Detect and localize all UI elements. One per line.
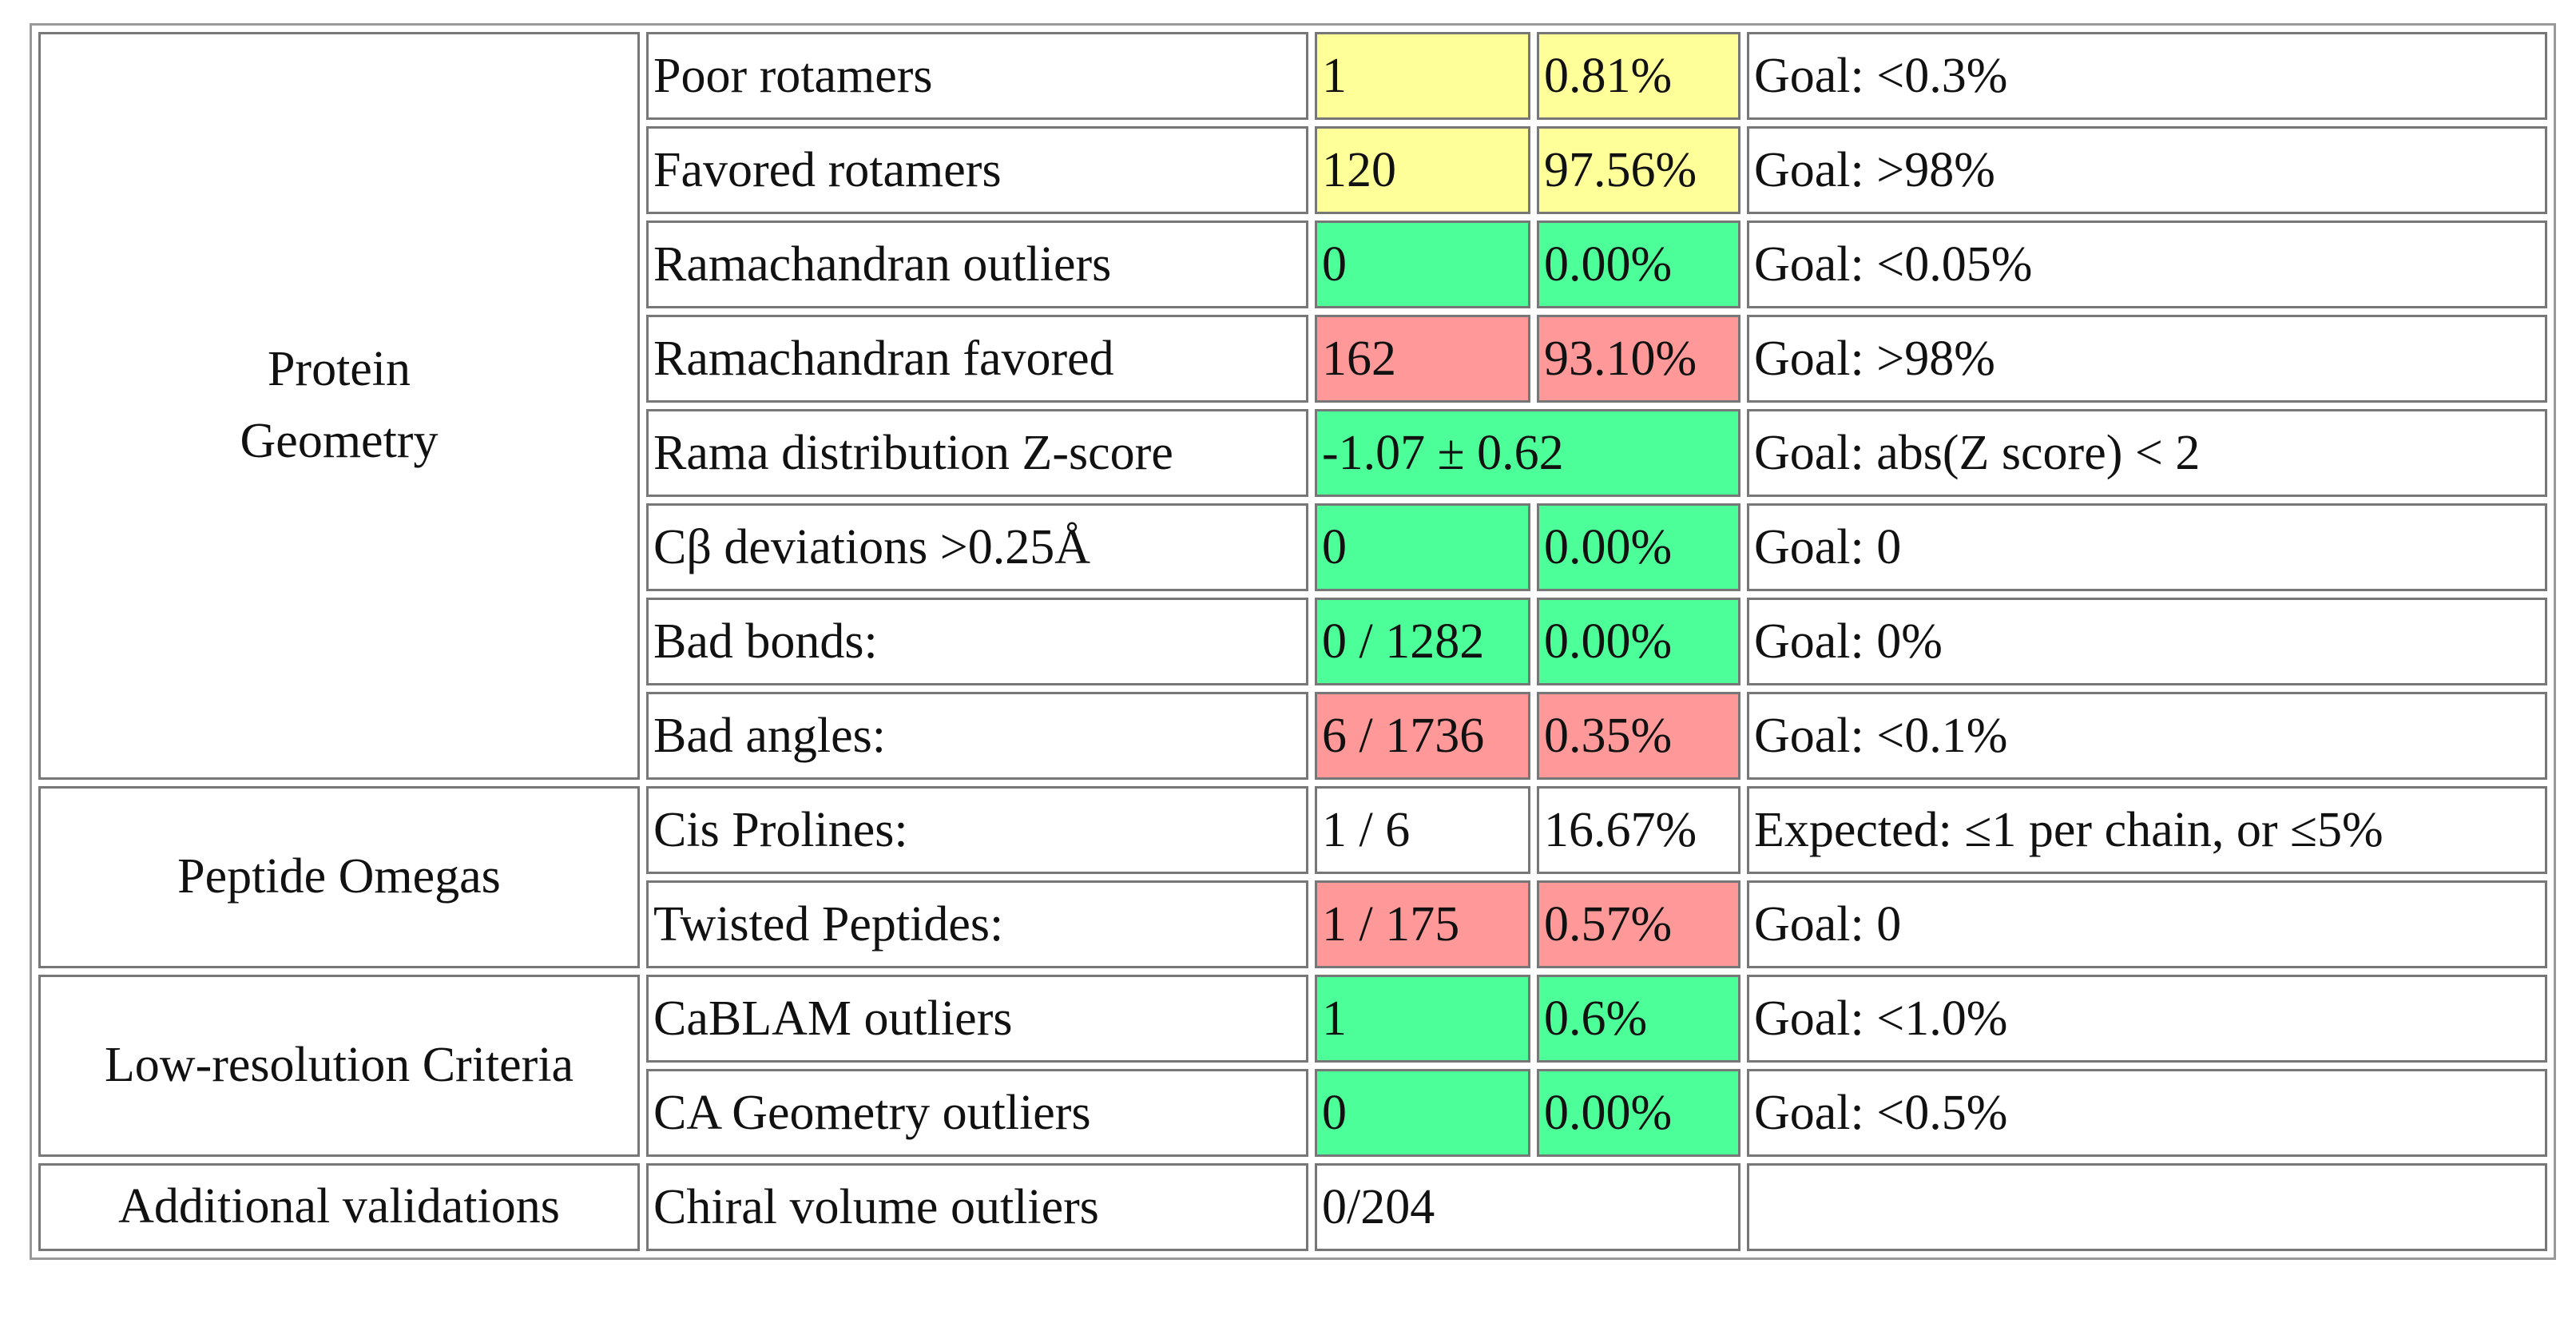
count: 1 / 6 — [1315, 786, 1530, 874]
table-row: Rama distribution Z-score -1.07 ± 0.62 Goa… — [38, 409, 2547, 497]
table-row: Protein Geometry Poor rotamers 1 0.81% Goal:… — [38, 32, 2547, 780]
metric: Bad angles: — [646, 692, 1308, 780]
percent: 0.35% — [1537, 692, 1740, 780]
value: -1.07 ± 0.62 — [1315, 409, 1740, 497]
percent: 0.81% — [1537, 32, 1740, 120]
metric: Favored rotamers — [646, 126, 1308, 214]
metric: CA Geometry outliers — [646, 1069, 1308, 1157]
goal: Goal: >98% — [1747, 315, 2547, 403]
validation-table: Protein Geometry Poor rotamers 1 0.81% Goal:… — [30, 23, 2556, 1260]
table-row: Cβ deviations >0.25Å 0 0.00% Goal: 0 — [38, 503, 2547, 591]
goal: Goal: abs(Z score) < 2 — [1747, 409, 2547, 497]
group-label: Additional validations — [38, 1163, 640, 1251]
goal: Goal: <0.5% — [1747, 1069, 2547, 1157]
percent: 0.57% — [1537, 880, 1740, 968]
percent: 0.00% — [1537, 221, 1740, 308]
table-row: Bad bonds: 0 / 1282 0.00% Goal: 0% — [38, 598, 2547, 685]
count: 0 — [1315, 503, 1530, 591]
goal: Goal: 0% — [1747, 598, 2547, 685]
table-row: Low-resolution Criteria CaBLAM outliers 1 0… — [38, 975, 2547, 1157]
table-row: Favored rotamers 120 97.56% Goal: >98% — [38, 126, 2547, 214]
goal: Goal: <0.05% — [1747, 221, 2547, 308]
table-row: Twisted Peptides: 1 / 175 0.57% Goal: 0 — [38, 880, 2547, 968]
goal: Goal: 0 — [1747, 503, 2547, 591]
table-row: Ramachandran outliers 0 0.00% Goal: <0.05% — [38, 221, 2547, 308]
table-row: Bad angles: 6 / 1736 0.35% Goal: <0.1% — [38, 692, 2547, 780]
goal: Goal: 0 — [1747, 880, 2547, 968]
count: 1 — [1315, 32, 1530, 120]
metric: Ramachandran favored — [646, 315, 1308, 403]
percent: 0.00% — [1537, 503, 1740, 591]
table-row: Ramachandran favored 162 93.10% Goal: >98% — [38, 315, 2547, 403]
table-row: CA Geometry outliers 0 0.00% Goal: <0.5% — [38, 1069, 2547, 1157]
metric: Twisted Peptides: — [646, 880, 1308, 968]
metric: Chiral volume outliers — [646, 1163, 1308, 1251]
goal — [1747, 1163, 2547, 1251]
group-label: Low-resolution Criteria — [38, 975, 640, 1157]
percent: 16.67% — [1537, 786, 1740, 874]
goal: Goal: <0.3% — [1747, 32, 2547, 120]
metric: Cβ deviations >0.25Å — [646, 503, 1308, 591]
percent: 0.00% — [1537, 1069, 1740, 1157]
table-body: Protein Geometry Poor rotamers 1 0.81% Goal:… — [38, 32, 2547, 1251]
goal: Goal: <0.1% — [1747, 692, 2547, 780]
metric: CaBLAM outliers — [646, 975, 1308, 1063]
count: 1 — [1315, 975, 1530, 1063]
count: 0 — [1315, 221, 1530, 308]
count: 120 — [1315, 126, 1530, 214]
table-row: Additional validations Chiral volume outl… — [38, 1163, 2547, 1251]
count: 162 — [1315, 315, 1530, 403]
goal: Goal: <1.0% — [1747, 975, 2547, 1063]
count: 0 / 1282 — [1315, 598, 1530, 685]
metric: Poor rotamers — [646, 32, 1308, 120]
group-label: Protein Geometry — [38, 32, 640, 780]
goal: Goal: >98% — [1747, 126, 2547, 214]
percent: 0.00% — [1537, 598, 1740, 685]
percent: 0.6% — [1537, 975, 1740, 1063]
group-label: Peptide Omegas — [38, 786, 640, 968]
metric: Rama distribution Z-score — [646, 409, 1308, 497]
metric: Cis Prolines: — [646, 786, 1308, 874]
metric: Ramachandran outliers — [646, 221, 1308, 308]
count: 0 — [1315, 1069, 1530, 1157]
percent: 93.10% — [1537, 315, 1740, 403]
metric: Bad bonds: — [646, 598, 1308, 685]
value: 0/204 — [1315, 1163, 1740, 1251]
goal: Expected: ≤1 per chain, or ≤5% — [1747, 786, 2547, 874]
percent: 97.56% — [1537, 126, 1740, 214]
table-row: Peptide Omegas Cis Prolines: 1 / 6 16.67% Ex… — [38, 786, 2547, 968]
count: 1 / 175 — [1315, 880, 1530, 968]
count: 6 / 1736 — [1315, 692, 1530, 780]
